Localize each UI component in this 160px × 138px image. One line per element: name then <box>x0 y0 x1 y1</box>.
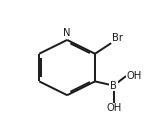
Text: B: B <box>110 81 117 91</box>
Text: OH: OH <box>106 103 121 113</box>
Text: N: N <box>63 28 71 38</box>
Text: OH: OH <box>127 71 142 81</box>
Text: Br: Br <box>112 33 123 43</box>
